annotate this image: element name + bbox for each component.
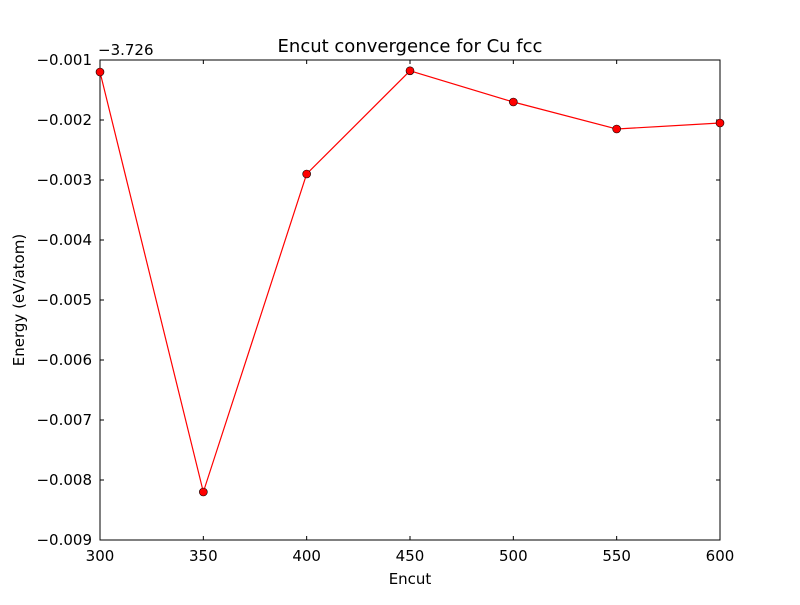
y-tick-label: −0.003 xyxy=(36,171,92,189)
data-point xyxy=(199,487,208,497)
series-layer xyxy=(95,66,725,497)
y-tick-label: −0.007 xyxy=(36,411,92,429)
x-tick-label: 500 xyxy=(499,547,528,565)
data-point xyxy=(509,97,518,107)
data-point xyxy=(302,169,311,179)
y-tick-label: −0.005 xyxy=(36,291,92,309)
x-tick-label: 350 xyxy=(189,547,218,565)
y-tick-label: −0.004 xyxy=(36,231,92,249)
y-tick-label: −0.008 xyxy=(36,471,92,489)
y-offset-label: −3.726 xyxy=(98,41,154,59)
data-point xyxy=(95,67,105,77)
y-axis-title: Energy (eV/atom) xyxy=(10,234,28,366)
x-axis-title: Encut xyxy=(389,570,432,588)
x-tick-label: 400 xyxy=(292,547,321,565)
y-tick-label: −0.002 xyxy=(36,111,92,129)
data-point xyxy=(612,124,621,134)
axis-ticks: 300 350 400 450 500 550 600 −0.009 −0.008 −0.007 −… xyxy=(36,51,734,565)
x-tick-label: 300 xyxy=(86,547,115,565)
x-tick-label: 450 xyxy=(396,547,425,565)
y-tick-label: −0.006 xyxy=(36,351,92,369)
y-tick-label: −0.009 xyxy=(36,531,92,549)
plot-area xyxy=(99,59,721,541)
x-tick-label: 550 xyxy=(602,547,631,565)
x-tick-label: 600 xyxy=(706,547,735,565)
chart-title: Encut convergence for Cu fcc xyxy=(278,36,543,57)
data-point xyxy=(405,66,415,76)
data-point xyxy=(715,118,725,128)
y-tick-label: −0.001 xyxy=(36,51,92,69)
